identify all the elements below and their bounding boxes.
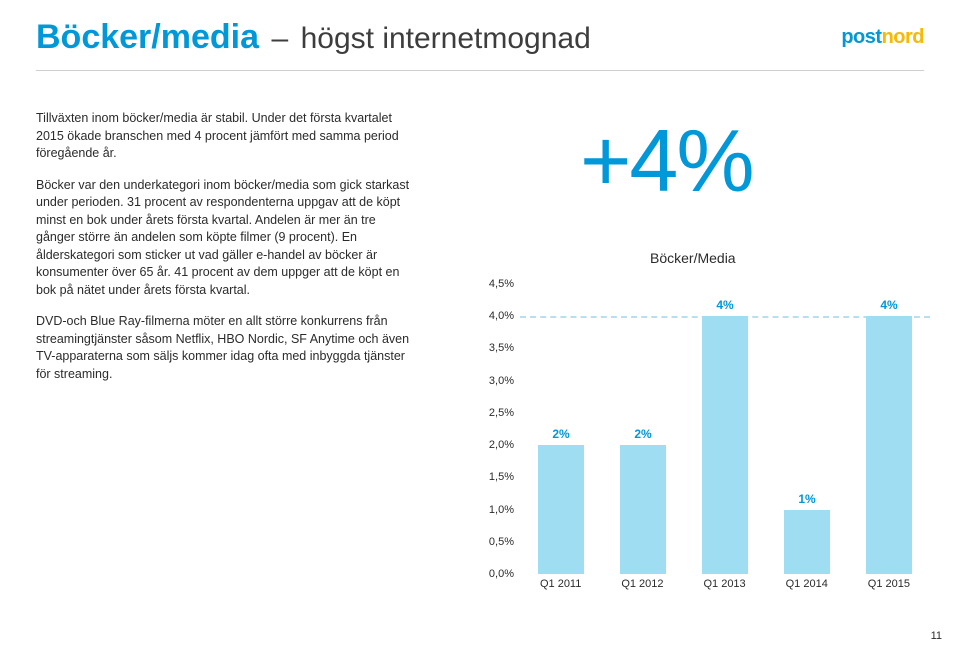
chart-ytick: 2,5%	[470, 407, 514, 419]
logo: postnord	[841, 26, 924, 49]
chart-ytick: 2,0%	[470, 439, 514, 451]
body-text: Tillväxten inom böcker/media är stabil. …	[36, 110, 416, 397]
chart-ytick: 1,5%	[470, 471, 514, 483]
logo-part1: post	[841, 26, 881, 48]
chart-ytick: 4,0%	[470, 310, 514, 322]
chart-plot: 0,0%0,5%1,0%1,5%2,0%2,5%3,0%3,5%4,0%4,5%…	[520, 284, 930, 574]
slide: Böcker/media – högst internetmognad post…	[0, 0, 960, 654]
chart-xtick: Q1 2015	[868, 578, 910, 590]
paragraph-2: Böcker var den underkategori inom böcker…	[36, 177, 416, 300]
chart-bar: 4%	[702, 316, 747, 574]
chart-ytick: 1,0%	[470, 504, 514, 516]
chart-xtick: Q1 2011	[540, 578, 581, 590]
chart-xtick: Q1 2013	[703, 578, 745, 590]
chart-bar: 1%	[784, 510, 829, 574]
chart-bar-label: 4%	[880, 298, 897, 312]
title-main: Böcker/media	[36, 18, 259, 56]
chart-ytick: 0,0%	[470, 568, 514, 580]
title-sub: högst internetmognad	[301, 22, 591, 55]
chart-bar: 4%	[866, 316, 911, 574]
chart-ytick: 3,0%	[470, 375, 514, 387]
chart-ytick: 4,5%	[470, 278, 514, 290]
page-title: Böcker/media – högst internetmognad	[36, 18, 591, 57]
chart-bar: 2%	[538, 445, 583, 574]
chart-ytick: 0,5%	[470, 536, 514, 548]
chart-title: Böcker/Media	[650, 250, 930, 266]
chart-xtick: Q1 2012	[621, 578, 663, 590]
logo-part2: nord	[882, 26, 924, 48]
chart-ytick: 3,5%	[470, 342, 514, 354]
bar-chart: Böcker/Media 0,0%0,5%1,0%1,5%2,0%2,5%3,0…	[470, 260, 930, 600]
chart-bar-label: 1%	[798, 492, 815, 506]
chart-x-axis: Q1 2011 Q1 2012 Q1 2013 Q1 2014 Q1 2015	[520, 578, 930, 590]
chart-bar-label: 2%	[634, 427, 651, 441]
paragraph-3: DVD-och Blue Ray-filmerna möter en allt …	[36, 313, 416, 383]
page-number: 11	[931, 630, 942, 642]
divider	[36, 70, 924, 71]
chart-bar-label: 2%	[552, 427, 569, 441]
paragraph-1: Tillväxten inom böcker/media är stabil. …	[36, 110, 416, 163]
header: Böcker/media – högst internetmognad post…	[36, 18, 924, 57]
title-separator: –	[271, 22, 288, 55]
headline-figure: +4%	[580, 110, 753, 212]
chart-bar: 2%	[620, 445, 665, 574]
chart-xtick: Q1 2014	[786, 578, 828, 590]
chart-bar-label: 4%	[716, 298, 733, 312]
